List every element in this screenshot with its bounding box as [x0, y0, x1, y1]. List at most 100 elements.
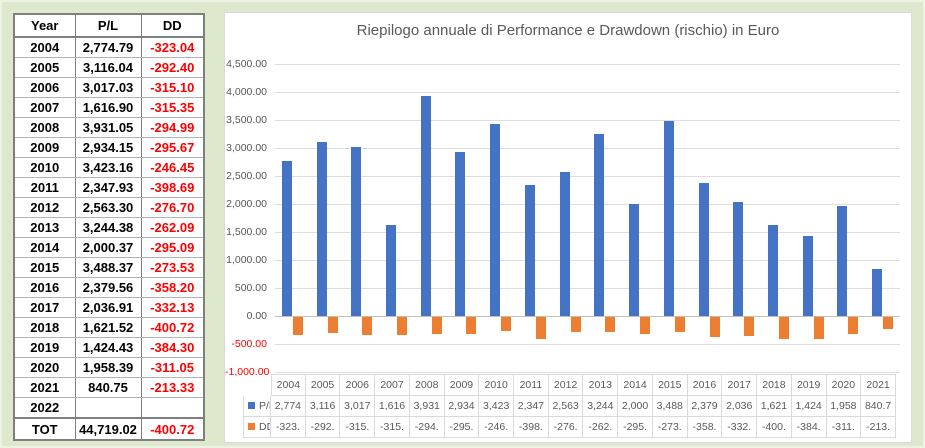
dd-bar-2015	[674, 317, 685, 333]
year-cell[interactable]: 2016	[14, 277, 75, 298]
pl-cell[interactable]: 840.75	[74, 377, 141, 398]
year-cell[interactable]: 2005	[14, 57, 75, 78]
dd-bar-2008	[431, 317, 442, 334]
year-cell[interactable]: 2013	[14, 217, 75, 238]
dd-cell[interactable]: -246.45	[140, 157, 204, 178]
total-label-cell[interactable]: TOT	[14, 417, 75, 440]
table-header-row: Year P/L DD	[14, 14, 204, 38]
year-cell[interactable]: 2011	[14, 177, 75, 198]
pl-cell[interactable]: 2,379.56	[74, 277, 141, 298]
dd-cell[interactable]: -292.40	[140, 57, 204, 78]
pl-cell[interactable]: 2,563.30	[74, 197, 141, 218]
gridline	[275, 120, 900, 121]
year-cell[interactable]: 2009	[14, 137, 75, 158]
year-cell[interactable]: 2020	[14, 357, 75, 378]
year-cell[interactable]: 2018	[14, 317, 75, 338]
dd-cell[interactable]: -295.67	[140, 137, 204, 158]
table-row: 2008 3,931.05 -294.99	[14, 117, 204, 138]
year-cell[interactable]: 2010	[14, 157, 75, 178]
dd-legend-swatch-icon	[248, 423, 255, 430]
dd-cell[interactable]: -315.35	[140, 97, 204, 118]
pl-bar-2013	[594, 134, 605, 316]
y-axis-tick-label: 3,500.00	[226, 114, 267, 126]
dd-cell[interactable]: -294.99	[140, 117, 204, 138]
dd-cell[interactable]: -295.09	[140, 237, 204, 258]
pl-cell[interactable]: 2,000.37	[74, 237, 141, 258]
pl-cell[interactable]: 2,036.91	[74, 297, 141, 318]
year-cell[interactable]: 2006	[14, 77, 75, 98]
y-axis-tick-label: 4,500.00	[226, 58, 267, 70]
dd-cell[interactable]: -398.69	[140, 177, 204, 198]
pl-cell[interactable]: 2,774.79	[74, 37, 141, 58]
pl-bar-2021	[872, 268, 883, 316]
dd-cell[interactable]: -276.70	[140, 197, 204, 218]
pl-cell[interactable]: 3,017.03	[74, 77, 141, 98]
y-axis-tick-label: 1,500.00	[226, 226, 267, 238]
pl-cell[interactable]: 1,616.90	[74, 97, 141, 118]
pl-bar-2016	[698, 182, 709, 316]
dd-cell[interactable]: -332.13	[140, 297, 204, 318]
pl-cell[interactable]: 1,621.52	[74, 317, 141, 338]
dd-cell[interactable]: -400.72	[140, 317, 204, 338]
pl-cell[interactable]: 3,488.37	[74, 257, 141, 278]
year-cell[interactable]: 2022	[14, 397, 75, 419]
pl-cell[interactable]	[74, 397, 141, 419]
y-axis-tick-label: 0.00	[246, 310, 267, 322]
chart-table-value: -315.	[340, 417, 376, 438]
table-row: 2007 1,616.90 -315.35	[14, 97, 204, 118]
dd-cell[interactable]: -273.53	[140, 257, 204, 278]
dd-cell[interactable]: -262.09	[140, 217, 204, 238]
year-cell[interactable]: 2014	[14, 237, 75, 258]
chart-table-value: -384.	[791, 417, 827, 438]
pl-cell[interactable]: 1,958.39	[74, 357, 141, 378]
year-cell[interactable]: 2017	[14, 297, 75, 318]
y-axis-tick-label: 2,500.00	[226, 170, 267, 182]
chart-table-value: -323.	[271, 417, 306, 438]
year-cell[interactable]: 2004	[14, 37, 75, 58]
table-row: 2022	[14, 397, 204, 419]
column-header-year[interactable]: Year	[14, 14, 75, 38]
pl-cell[interactable]: 3,423.16	[74, 157, 141, 178]
dd-cell[interactable]: -213.33	[140, 377, 204, 398]
dd-cell[interactable]: -315.10	[140, 77, 204, 98]
pl-bar-2011	[524, 184, 535, 316]
pl-legend-swatch-icon	[248, 402, 255, 409]
gridline	[275, 344, 900, 345]
dd-cell[interactable]: -323.04	[140, 37, 204, 58]
dd-cell[interactable]: -384.30	[140, 337, 204, 358]
chart-table-value: 2,036	[722, 396, 758, 417]
dd-cell[interactable]: -311.05	[140, 357, 204, 378]
chart-table-value: 2,563	[548, 396, 584, 417]
year-cell[interactable]: 2015	[14, 257, 75, 278]
pl-cell[interactable]: 3,244.38	[74, 217, 141, 238]
chart-table-value: 2,774	[271, 396, 306, 417]
pl-cell[interactable]: 3,116.04	[74, 57, 141, 78]
chart-table-value: -315.	[375, 417, 410, 438]
column-header-pl[interactable]: P/L	[74, 14, 141, 38]
year-cell[interactable]: 2019	[14, 337, 75, 358]
chart-table-year: 2006	[340, 374, 376, 396]
chart-table-year: 2018	[757, 374, 792, 396]
pl-cell[interactable]: 2,347.93	[74, 177, 141, 198]
year-cell[interactable]: 2007	[14, 97, 75, 118]
pl-bar-2005	[316, 141, 327, 316]
column-header-dd[interactable]: DD	[140, 14, 204, 38]
chart-table-value: 3,423	[479, 396, 515, 417]
year-cell[interactable]: 2021	[14, 377, 75, 398]
year-cell[interactable]: 2008	[14, 117, 75, 138]
dd-cell[interactable]: -358.20	[140, 277, 204, 298]
pl-cell[interactable]: 2,934.15	[74, 137, 141, 158]
dd-bar-2017	[744, 317, 755, 336]
total-pl-cell[interactable]: 44,719.02	[74, 417, 141, 440]
dd-bar-2011	[535, 317, 546, 340]
pl-cell[interactable]: 3,931.05	[74, 117, 141, 138]
performance-drawdown-chart[interactable]: Riepilogo annuale di Performance e Drawd…	[224, 12, 912, 443]
pl-bar-2015	[663, 120, 674, 316]
total-dd-cell[interactable]: -400.72	[140, 417, 204, 440]
year-cell[interactable]: 2012	[14, 197, 75, 218]
dd-cell[interactable]	[140, 397, 204, 419]
chart-table-year: 2010	[479, 374, 515, 396]
plot-area: 4,500.00 4,000.00 3,500.00 3,000.00 2,500.00…	[225, 59, 913, 378]
pl-cell[interactable]: 1,424.43	[74, 337, 141, 358]
